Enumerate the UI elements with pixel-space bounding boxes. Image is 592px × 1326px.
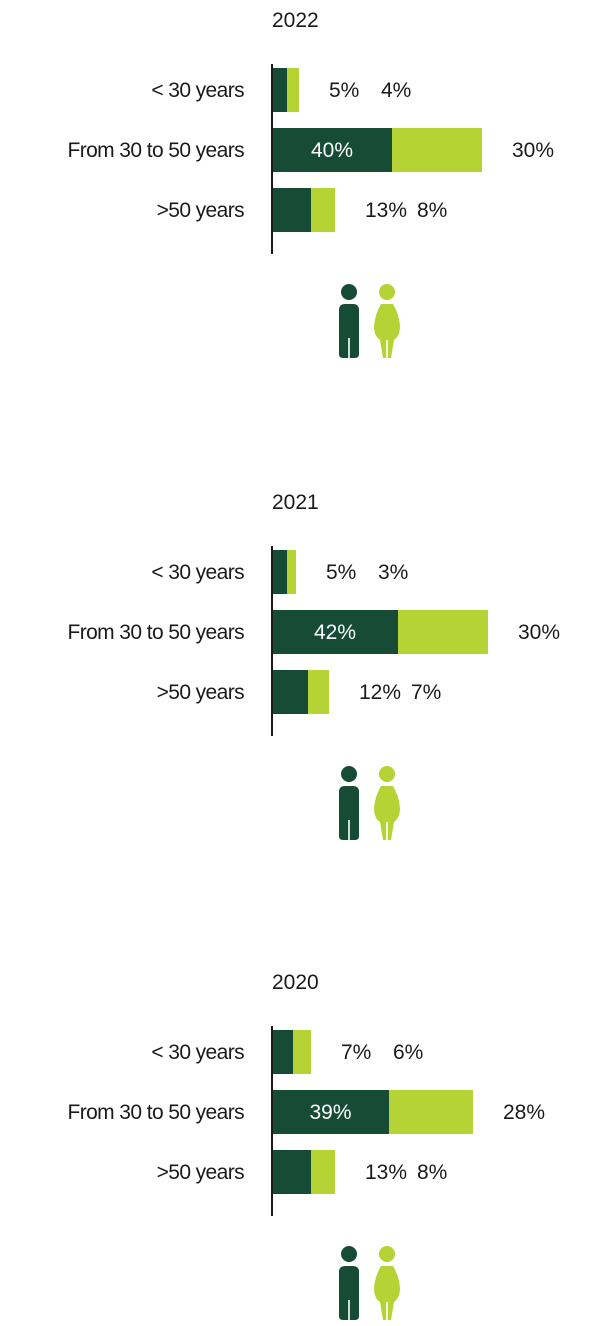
female-person-icon (374, 766, 400, 840)
category-label: < 30 years (151, 1041, 244, 1064)
category-label: From 30 to 50 years (67, 139, 244, 162)
bar-segment-series-1 (272, 1150, 311, 1194)
chart-panel-2021: 2021 < 30 years 5% 3% From 30 to 50 years 42%… (67, 491, 560, 840)
category-label: < 30 years (151, 79, 244, 102)
bar-row: >50 years 13% 8% (157, 188, 447, 232)
bar-segment-series-1 (272, 128, 392, 172)
female-person-icon (374, 1246, 400, 1320)
year-title: 2021 (272, 491, 319, 514)
category-label: >50 years (157, 1161, 245, 1184)
data-label-series-1: 13% (365, 1161, 407, 1184)
data-label-series-1: 5% (329, 79, 359, 102)
data-label-series-1: 39% (309, 1101, 351, 1124)
bar-segment-series-1 (272, 1030, 293, 1074)
data-label-series-1: 12% (359, 681, 401, 704)
bar-segment-series-2 (293, 1030, 311, 1074)
data-label-series-2: 6% (393, 1041, 423, 1064)
bar-segment-series-2 (392, 128, 482, 172)
bar-row: From 30 to 50 years 39% 28% (67, 1090, 545, 1134)
data-label-series-2: 4% (381, 79, 411, 102)
data-label-series-2: 8% (417, 199, 447, 222)
bar-row: From 30 to 50 years 42% 30% (67, 610, 560, 654)
female-person-icon (374, 284, 400, 358)
chart-panel-2020: 2020 < 30 years 7% 6% From 30 to 50 years 39%… (67, 971, 545, 1320)
data-label-series-2: 7% (411, 681, 441, 704)
data-label-series-2: 30% (518, 621, 560, 644)
legend-icons (339, 284, 400, 358)
data-label-series-1: 40% (311, 139, 353, 162)
bar-row: >50 years 13% 8% (157, 1150, 447, 1194)
category-label: < 30 years (151, 561, 244, 584)
category-label: From 30 to 50 years (67, 621, 244, 644)
bar-segment-series-1 (272, 550, 287, 594)
bar-row: >50 years 12% 7% (157, 670, 441, 714)
bar-segment-series-2 (287, 68, 299, 112)
category-label: >50 years (157, 681, 245, 704)
male-person-icon (339, 1246, 359, 1320)
male-person-icon (339, 766, 359, 840)
bar-row: < 30 years 7% 6% (151, 1030, 423, 1074)
data-label-series-2: 30% (512, 139, 554, 162)
data-label-series-1: 42% (314, 621, 356, 644)
bar-segment-series-1 (272, 670, 308, 714)
bar-segment-series-2 (287, 550, 296, 594)
legend-icons (339, 766, 400, 840)
data-label-series-1: 13% (365, 199, 407, 222)
year-title: 2020 (272, 971, 319, 994)
data-label-series-1: 7% (341, 1041, 371, 1064)
male-person-icon (339, 284, 359, 358)
bar-segment-series-2 (311, 188, 335, 232)
category-label: From 30 to 50 years (67, 1101, 244, 1124)
category-label: >50 years (157, 199, 245, 222)
chart-panel-2022: 2022 < 30 years 5% 4% From 30 to 50 years 40%… (67, 9, 554, 358)
bar-segment-series-2 (311, 1150, 335, 1194)
bar-segment-series-2 (389, 1090, 473, 1134)
data-label-series-1: 5% (326, 561, 356, 584)
bar-segment-series-1 (272, 188, 311, 232)
bar-row: < 30 years 5% 4% (151, 68, 411, 112)
legend-icons (339, 1246, 400, 1320)
year-title: 2022 (272, 9, 319, 32)
bar-segment-series-1 (272, 610, 398, 654)
bar-segment-series-2 (308, 670, 329, 714)
bar-segment-series-1 (272, 68, 287, 112)
bar-row: From 30 to 50 years 40% 30% (67, 128, 554, 172)
data-label-series-2: 8% (417, 1161, 447, 1184)
bar-segment-series-1 (272, 1090, 389, 1134)
bar-segment-series-2 (398, 610, 488, 654)
bar-row: < 30 years 5% 3% (151, 550, 408, 594)
data-label-series-2: 3% (378, 561, 408, 584)
data-label-series-2: 28% (503, 1101, 545, 1124)
